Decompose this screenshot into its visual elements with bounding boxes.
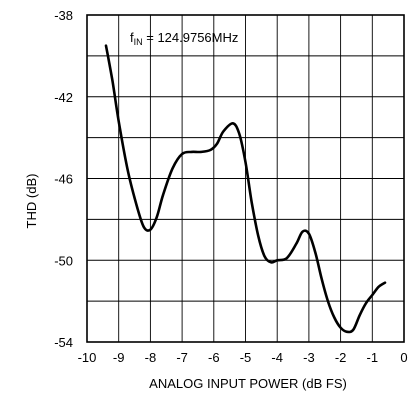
frequency-annotation: fIN = 124.9756MHz [130, 30, 238, 47]
grid-lines [87, 15, 404, 342]
y-tick-label: -46 [54, 172, 73, 187]
y-tick-label: -54 [54, 335, 73, 350]
x-tick-label: -9 [113, 350, 125, 365]
y-tick-labels: -38 -42 -46 -50 -54 [54, 8, 73, 350]
y-tick-label: -50 [54, 253, 73, 268]
x-tick-label: -3 [303, 350, 315, 365]
plot-frame [86, 14, 405, 343]
x-tick-labels: -10 -9 -8 -7 -6 -5 -4 -3 -2 -1 0 [78, 350, 408, 365]
x-tick-label: -5 [240, 350, 252, 365]
y-axis-title: THD (dB) [24, 174, 39, 229]
y-tick-label: -42 [54, 90, 73, 105]
x-tick-label: 0 [400, 350, 407, 365]
x-tick-label: -6 [208, 350, 220, 365]
y-tick-label: -38 [54, 8, 73, 23]
thd-series-line [104, 44, 387, 334]
x-tick-label: -10 [78, 350, 97, 365]
x-axis-title: ANALOG INPUT POWER (dB FS) [149, 376, 347, 391]
x-tick-label: -8 [145, 350, 157, 365]
x-tick-label: -7 [176, 350, 188, 365]
annotation-sub: IN [134, 37, 143, 47]
annotation-rest: = 124.9756MHz [143, 30, 239, 45]
x-tick-label: -4 [271, 350, 283, 365]
x-tick-label: -2 [335, 350, 347, 365]
annotation-main: f [130, 30, 134, 45]
x-tick-label: -1 [367, 350, 379, 365]
